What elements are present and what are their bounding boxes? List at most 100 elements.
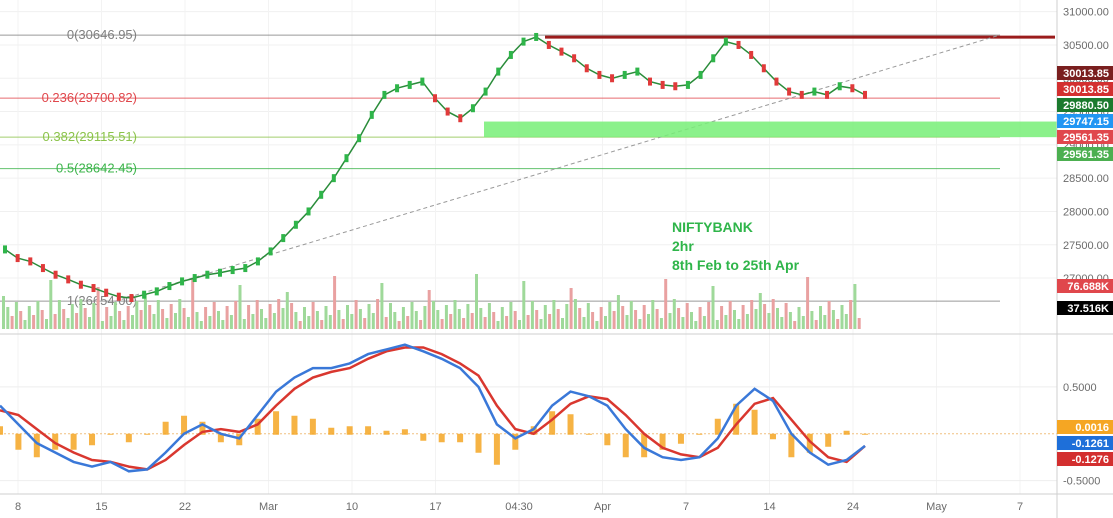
- volume-bar: [449, 314, 453, 329]
- volume-bar: [234, 301, 238, 329]
- time-tick-label: 8: [15, 501, 21, 513]
- volume-bar: [737, 319, 741, 329]
- grid: [0, 0, 1057, 494]
- osc-histogram-bar: [733, 403, 740, 435]
- volume-bar: [625, 315, 629, 329]
- osc-histogram-bar: [346, 426, 353, 435]
- volume-bar: [191, 278, 195, 329]
- candle: [660, 80, 665, 89]
- volume-bar: [264, 318, 268, 329]
- time-tick-label: 17: [429, 501, 441, 513]
- volume-bar: [174, 313, 177, 329]
- volume-bar: [199, 321, 203, 329]
- osc-histogram-bar: [862, 433, 868, 435]
- osc-badge: [1057, 420, 1113, 434]
- candle: [154, 287, 159, 296]
- volume-bar: [535, 310, 539, 329]
- candle: [584, 64, 589, 73]
- osc-histogram-bar: [530, 426, 537, 435]
- volume-bar: [659, 318, 663, 329]
- volume-bar: [53, 314, 57, 329]
- volume-bar: [350, 314, 354, 329]
- candle: [268, 247, 273, 256]
- candle: [610, 74, 615, 83]
- volume-bar: [251, 314, 255, 329]
- volume-bar: [806, 277, 810, 329]
- volume-bar: [208, 316, 212, 329]
- volume-bar: [105, 307, 109, 329]
- candle: [597, 70, 602, 79]
- candle: [673, 82, 678, 91]
- candle: [774, 77, 779, 86]
- candle: [192, 274, 197, 283]
- price-badge: [1057, 114, 1113, 128]
- volume-bar: [604, 316, 607, 329]
- osc-histogram-bar: [107, 433, 114, 435]
- osc-histogram-bar: [806, 433, 813, 453]
- price-tick-label: 30500.00: [1063, 40, 1109, 52]
- volume-bar: [578, 308, 582, 329]
- osc-histogram-bar: [512, 433, 519, 450]
- volume-bar: [526, 315, 530, 329]
- volume-bar: [281, 308, 285, 329]
- volume-bar: [513, 311, 517, 329]
- time-tick-label: 24: [847, 501, 859, 513]
- volume-bar: [75, 313, 79, 329]
- candle: [40, 264, 45, 273]
- volume-bar: [298, 321, 302, 329]
- candle: [850, 84, 855, 93]
- candle: [116, 292, 121, 301]
- volume-bar: [728, 301, 732, 329]
- volume-bar: [380, 283, 384, 329]
- osc-histogram-bar: [328, 427, 335, 435]
- volume-bar: [427, 290, 431, 329]
- osc-histogram-bar: [769, 433, 776, 440]
- volume-bar: [92, 303, 96, 329]
- volume-bar: [247, 305, 251, 329]
- candle: [218, 268, 222, 277]
- price-badge-label: 29561.35: [1063, 132, 1109, 144]
- volume-bar: [492, 312, 496, 329]
- candle: [711, 54, 716, 63]
- volume-bar: [19, 311, 23, 329]
- volume-bar: [741, 305, 745, 329]
- candle: [281, 234, 286, 243]
- volume-bar: [655, 309, 659, 329]
- volume-bar: [389, 303, 392, 329]
- volume-bar: [156, 300, 160, 329]
- candle: [572, 54, 577, 63]
- osc-histogram-bar: [309, 418, 316, 435]
- time-tick-label: Apr: [594, 501, 611, 513]
- volume-bar: [754, 309, 758, 329]
- volume-bar: [814, 320, 818, 329]
- candle: [382, 90, 387, 99]
- volume-bar: [496, 321, 500, 329]
- volume-bar: [638, 319, 642, 329]
- candle: [395, 84, 400, 93]
- osc-histogram-bar: [420, 433, 427, 441]
- volume-bar: [272, 313, 276, 329]
- volume-bar: [745, 314, 749, 329]
- volume-bar: [406, 316, 410, 329]
- time-tick-label: 14: [763, 501, 775, 513]
- volume-bar: [328, 315, 332, 329]
- volume-bar: [294, 312, 298, 329]
- candle: [293, 220, 298, 229]
- volume-bar: [616, 295, 620, 329]
- price-series: [3, 32, 867, 303]
- volume-bar: [410, 302, 414, 329]
- volume-bar: [840, 305, 844, 329]
- price-badge-label: 30013.85: [1063, 84, 1109, 96]
- volume-bar: [819, 306, 822, 329]
- volume-bar: [505, 316, 509, 329]
- osc-badge: [1057, 436, 1113, 450]
- osc-histogram-bar: [33, 433, 40, 458]
- osc-histogram-bar: [622, 433, 629, 458]
- candle: [167, 282, 172, 291]
- candle: [685, 80, 690, 89]
- volume-bar: [2, 296, 5, 329]
- osc-histogram-bar: [659, 433, 666, 450]
- volume-bar: [363, 318, 367, 329]
- volume-bar: [311, 302, 315, 329]
- candle: [344, 154, 349, 163]
